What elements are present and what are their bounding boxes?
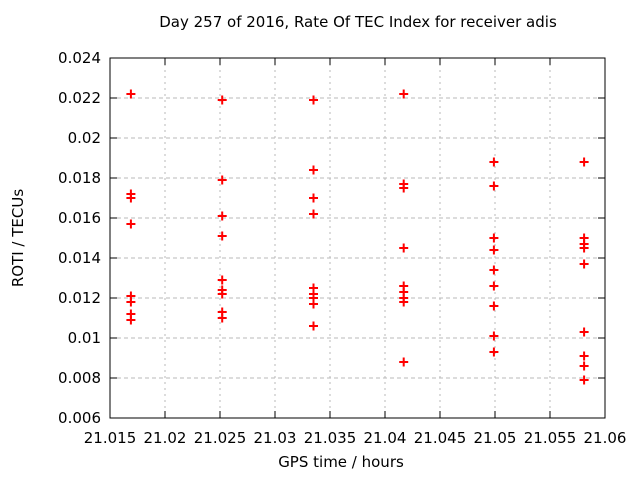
y-tick-label: 0.018 [58, 169, 101, 187]
data-point-plus-marker [489, 265, 499, 275]
data-point-plus-marker [579, 243, 589, 253]
data-point-plus-marker [217, 289, 227, 299]
data-point-plus-marker [489, 301, 499, 311]
data-point-plus-marker [489, 331, 499, 341]
data-point-plus-marker [399, 89, 409, 99]
data-point-plus-marker [309, 321, 318, 331]
data-point-plus-marker [309, 95, 318, 105]
y-tick-label: 0.008 [58, 369, 101, 387]
data-point-plus-marker [126, 89, 136, 99]
y-tick-label: 0.01 [68, 329, 101, 347]
data-point-plus-marker [217, 231, 227, 241]
data-point-plus-marker [579, 327, 589, 337]
data-point-plus-marker [126, 219, 136, 229]
data-point-plus-marker [217, 211, 227, 221]
data-point-plus-marker [309, 165, 318, 175]
data-point-plus-marker [309, 209, 318, 219]
data-point-plus-marker [579, 361, 589, 371]
data-point-plus-marker [217, 275, 227, 285]
data-point-plus-marker [217, 95, 227, 105]
data-point-plus-marker [126, 193, 136, 203]
x-axis-title: GPS time / hours [278, 453, 404, 471]
y-tick-label: 0.014 [58, 249, 101, 267]
x-tick-label: 21.015 [84, 429, 137, 447]
data-point-plus-marker [309, 299, 318, 309]
data-point-plus-marker [126, 315, 136, 325]
x-tick-label: 21.035 [304, 429, 357, 447]
data-point-plus-marker [489, 157, 499, 167]
y-tick-label: 0.024 [58, 49, 101, 67]
data-point-plus-marker [579, 351, 589, 361]
x-tick-label: 21.055 [524, 429, 577, 447]
data-point-plus-marker [489, 181, 499, 191]
x-tick-label: 21.02 [144, 429, 187, 447]
x-tick-label: 21.045 [414, 429, 467, 447]
data-point-plus-marker [579, 375, 589, 385]
chart-title: Day 257 of 2016, Rate Of TEC Index for r… [159, 13, 557, 31]
data-point-plus-marker [309, 193, 318, 203]
y-tick-label: 0.022 [58, 89, 101, 107]
data-point-plus-marker [489, 347, 499, 357]
y-tick-label: 0.006 [58, 409, 101, 427]
x-tick-label: 21.06 [584, 429, 627, 447]
data-point-plus-marker [489, 281, 499, 291]
plot-border [109, 57, 606, 419]
data-point-plus-marker [579, 259, 589, 269]
data-point-plus-marker [399, 297, 409, 307]
data-point-plus-marker [126, 297, 136, 307]
data-point-plus-marker [489, 245, 499, 255]
x-tick-label: 21.025 [194, 429, 247, 447]
x-tick-label: 21.04 [364, 429, 407, 447]
x-tick-label: 21.03 [254, 429, 297, 447]
data-point-plus-marker [399, 243, 409, 253]
y-tick-label: 0.016 [58, 209, 101, 227]
data-point-plus-marker [217, 313, 227, 323]
data-point-plus-marker [399, 183, 409, 193]
data-point-plus-marker [217, 175, 227, 185]
x-tick-label: 21.05 [474, 429, 517, 447]
y-tick-label: 0.02 [68, 129, 101, 147]
data-point-plus-marker [489, 233, 499, 243]
y-tick-label: 0.012 [58, 289, 101, 307]
data-point-plus-marker [399, 357, 409, 367]
data-point-plus-marker [579, 157, 589, 167]
